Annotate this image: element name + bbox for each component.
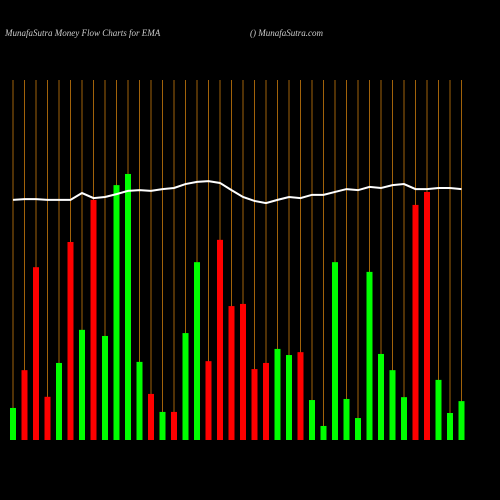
bar — [90, 199, 97, 440]
bar — [182, 333, 189, 440]
bar — [228, 306, 235, 440]
bar — [79, 329, 85, 440]
bar — [217, 239, 223, 440]
bar — [67, 242, 74, 440]
bar — [56, 362, 62, 440]
bar — [389, 370, 396, 440]
bar — [366, 271, 373, 440]
bar — [194, 262, 200, 440]
bar — [251, 369, 258, 440]
bar — [309, 400, 315, 440]
chart-title: MunafaSutra Money Flow Charts for EMA — [4, 28, 161, 38]
bar — [458, 401, 465, 440]
chart-subtitle: () MunafaSutra.com — [250, 28, 323, 38]
bar — [125, 173, 131, 440]
line — [12, 180, 462, 205]
bar — [205, 361, 212, 440]
bar — [102, 335, 108, 440]
bar — [378, 353, 384, 440]
bar — [171, 411, 177, 440]
bar — [297, 352, 304, 440]
bar — [355, 418, 361, 440]
bar — [401, 397, 407, 440]
bar — [447, 413, 453, 440]
bar — [159, 411, 166, 440]
bar — [274, 348, 281, 440]
bar — [240, 303, 246, 440]
bar — [332, 262, 338, 440]
bar — [263, 362, 269, 440]
bar — [286, 355, 292, 440]
bar — [44, 396, 51, 440]
bar — [10, 407, 16, 440]
bar — [412, 204, 419, 440]
bar — [320, 425, 327, 440]
bar — [136, 361, 143, 440]
bar — [33, 267, 39, 440]
bar — [113, 185, 120, 440]
bar — [424, 191, 430, 440]
bar — [148, 393, 154, 440]
bar — [435, 379, 442, 440]
bar — [21, 370, 28, 440]
bar — [343, 398, 350, 440]
